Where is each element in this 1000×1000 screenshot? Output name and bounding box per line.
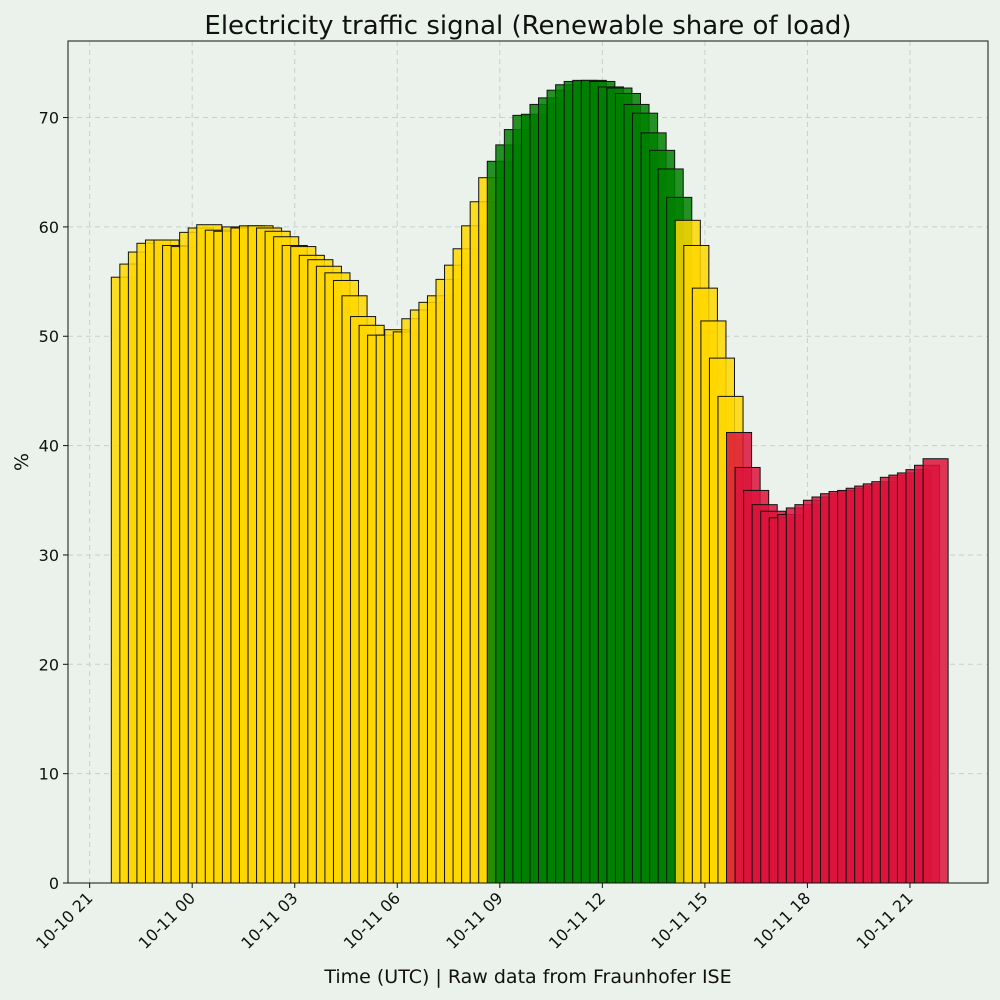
chart-title: Electricity traffic signal (Renewable sh… (204, 11, 851, 41)
y-tick-label: 0 (49, 874, 59, 893)
y-tick-label: 60 (39, 218, 59, 237)
y-tick-label: 70 (39, 109, 59, 128)
bar (922, 458, 949, 884)
x-tick-label: 10-11 03 (237, 888, 301, 952)
y-axis-label: % (11, 453, 33, 471)
x-tick-label: 10-11 18 (750, 888, 814, 952)
y-tick-label: 30 (39, 546, 59, 565)
x-tick-label: 10-11 09 (442, 888, 506, 952)
x-tick-label: 10-11 15 (647, 888, 711, 952)
x-tick-label: 10-11 21 (852, 888, 916, 952)
x-axis-label: Time (UTC) | Raw data from Fraunhofer IS… (323, 966, 731, 988)
y-tick-label: 50 (39, 327, 59, 346)
x-tick-label: 10-11 00 (135, 888, 199, 952)
y-tick-label: 10 (39, 765, 59, 784)
x-tick-label: 10-11 12 (545, 888, 609, 952)
y-tick-label: 20 (39, 655, 59, 674)
plot-frame (67, 40, 989, 884)
y-tick-label: 40 (39, 437, 59, 456)
x-tick-label: 10-11 06 (340, 888, 404, 952)
x-tick-label: 10-10 21 (32, 888, 96, 952)
